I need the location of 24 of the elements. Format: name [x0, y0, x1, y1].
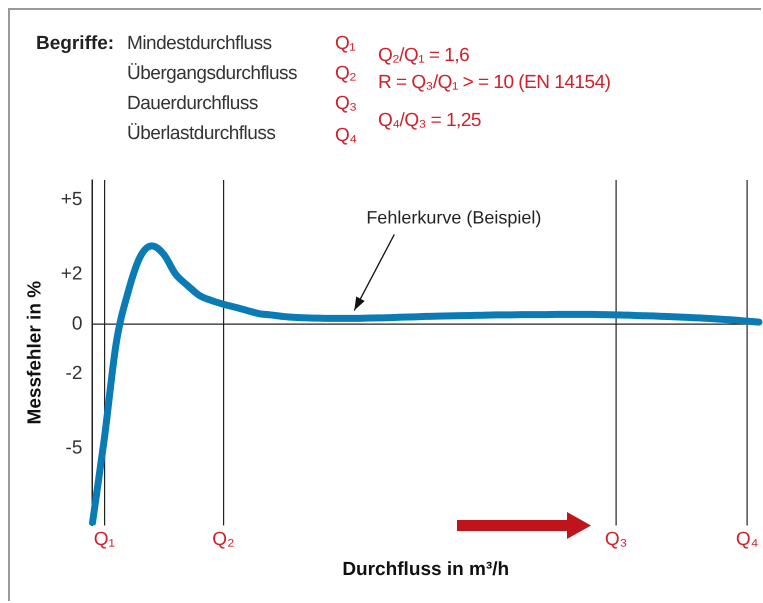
text: Mindestdurchfluss [127, 33, 272, 55]
text: Q₂ [335, 63, 356, 85]
chart-title: Begriffe: [36, 33, 114, 55]
y-tick-label: +5 [60, 189, 82, 210]
text: R = Q₃/Q₁ > = 10 (EN 14154) [378, 72, 610, 94]
x-axis-title: Durchfluss in m³/h [342, 558, 510, 580]
text: Übergangsdurchfluss [127, 63, 298, 85]
x-tick-label: Q₂ [212, 529, 234, 550]
y-tick-label: -2 [66, 363, 82, 384]
x-tick-label: Q₁ [94, 529, 115, 550]
text: Q₃ [335, 93, 357, 115]
x-tick-label: Q₄ [736, 529, 759, 550]
y-tick-label: 0 [72, 313, 82, 334]
x-tick-label: Q₃ [604, 529, 628, 550]
text: Q₁ [335, 33, 356, 55]
y-tick-label: +2 [60, 264, 82, 285]
text: Q₂/Q₁ = 1,6 [378, 45, 470, 67]
text: Überlastdurchfluss [127, 123, 276, 145]
text: Dauerdurchfluss [127, 93, 258, 115]
y-tick-label: -5 [66, 438, 82, 459]
annotation: Fehlerkurve (Beispiel) [366, 207, 542, 228]
y-axis-title: Messfehler in % [24, 280, 46, 425]
text: Q₄/Q₃ = 1,25 [378, 110, 481, 132]
text: Q₄ [335, 125, 357, 147]
